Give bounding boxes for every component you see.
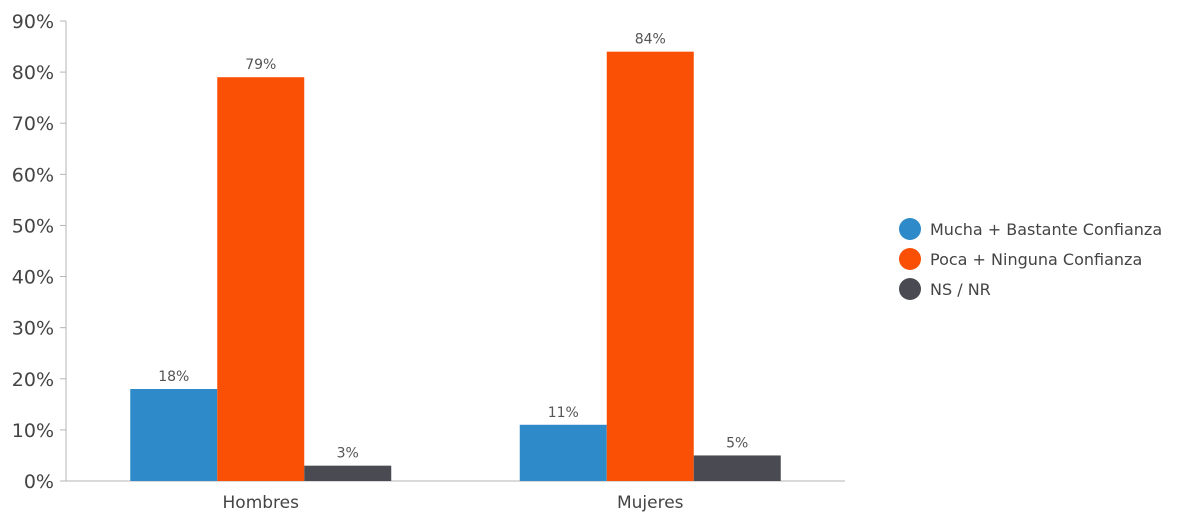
legend-swatch [899,218,921,240]
data-label: 84% [635,32,666,48]
legend-swatch [899,248,921,270]
legend-item: Poca + Ninguna Confianza [899,248,1142,270]
bar-hombres-2 [217,77,305,481]
data-label: 11% [548,405,579,421]
legend-label: Poca + Ninguna Confianza [930,250,1142,269]
y-tick-label: 70% [12,113,54,135]
x-category-label: Mujeres [617,493,684,512]
y-tick-label: 50% [12,215,54,237]
x-category-label: Hombres [223,493,300,512]
y-tick-label: 10% [12,420,54,442]
bar-hombres-1 [130,389,218,481]
y-tick-label: 0% [24,471,54,493]
bar-mujeres-1 [519,424,607,481]
data-label: 5% [726,435,748,451]
y-tick-label: 30% [12,318,54,340]
data-labels: 18% 79% 3% 11% 84% 5% [158,32,748,462]
y-tick-label: 40% [12,267,54,289]
bar-hombres-3 [304,465,392,481]
y-tick-label: 60% [12,164,54,186]
legend: Mucha + Bastante Confianza Poca + Ninguna… [899,218,1162,300]
legend-label: Mucha + Bastante Confianza [930,220,1162,239]
y-tick-label: 90% [12,11,54,33]
legend-label: NS / NR [930,280,991,299]
data-label: 18% [158,369,189,385]
legend-item: NS / NR [899,278,991,300]
legend-item: Mucha + Bastante Confianza [899,218,1162,240]
data-label: 3% [337,446,359,462]
y-axis: 0% 10% 20% 30% 40% 50% 60% 70% 80% 90% [12,11,67,493]
bars [130,51,781,482]
x-axis: Hombres Mujeres [66,480,845,513]
bar-mujeres-3 [693,455,781,481]
bar-mujeres-2 [606,51,694,482]
y-tick-label: 20% [12,369,54,391]
data-label: 79% [245,57,276,73]
y-tick-label: 80% [12,62,54,84]
legend-swatch [899,278,921,300]
